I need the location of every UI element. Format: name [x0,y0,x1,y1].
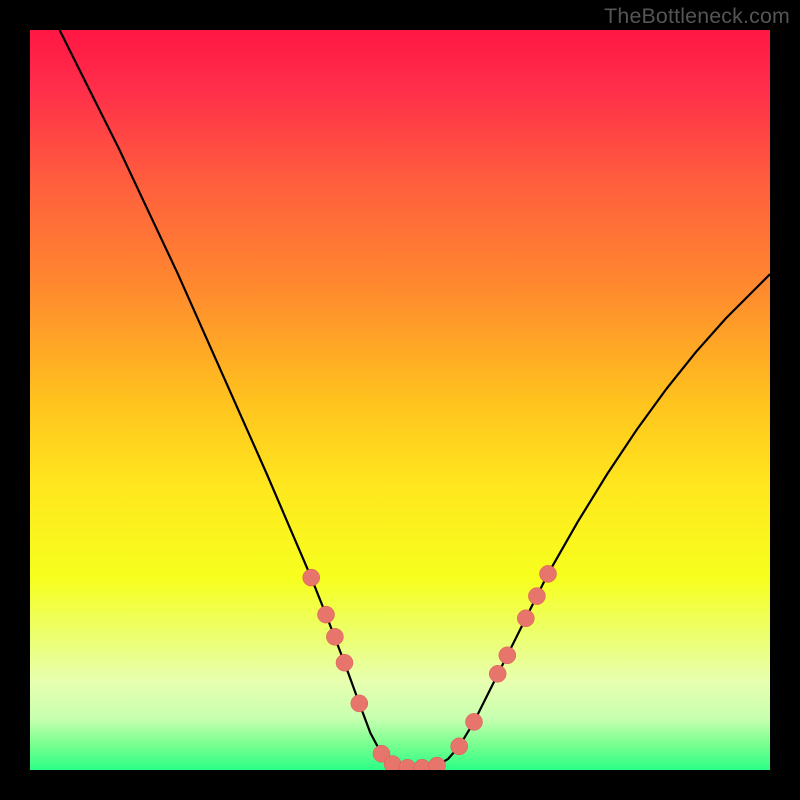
data-marker [499,647,516,664]
data-marker [517,610,534,627]
data-marker [351,695,368,712]
bottleneck-curve-chart [30,30,770,770]
data-marker [384,756,401,770]
data-marker [318,606,335,623]
watermark-text: TheBottleneck.com [604,4,790,29]
data-marker [303,569,320,586]
data-marker [336,654,353,671]
data-marker [489,665,506,682]
data-marker [466,713,483,730]
data-marker [451,738,468,755]
data-marker [540,565,557,582]
chart-stage: TheBottleneck.com [0,0,800,800]
data-marker [528,588,545,605]
data-marker [326,628,343,645]
